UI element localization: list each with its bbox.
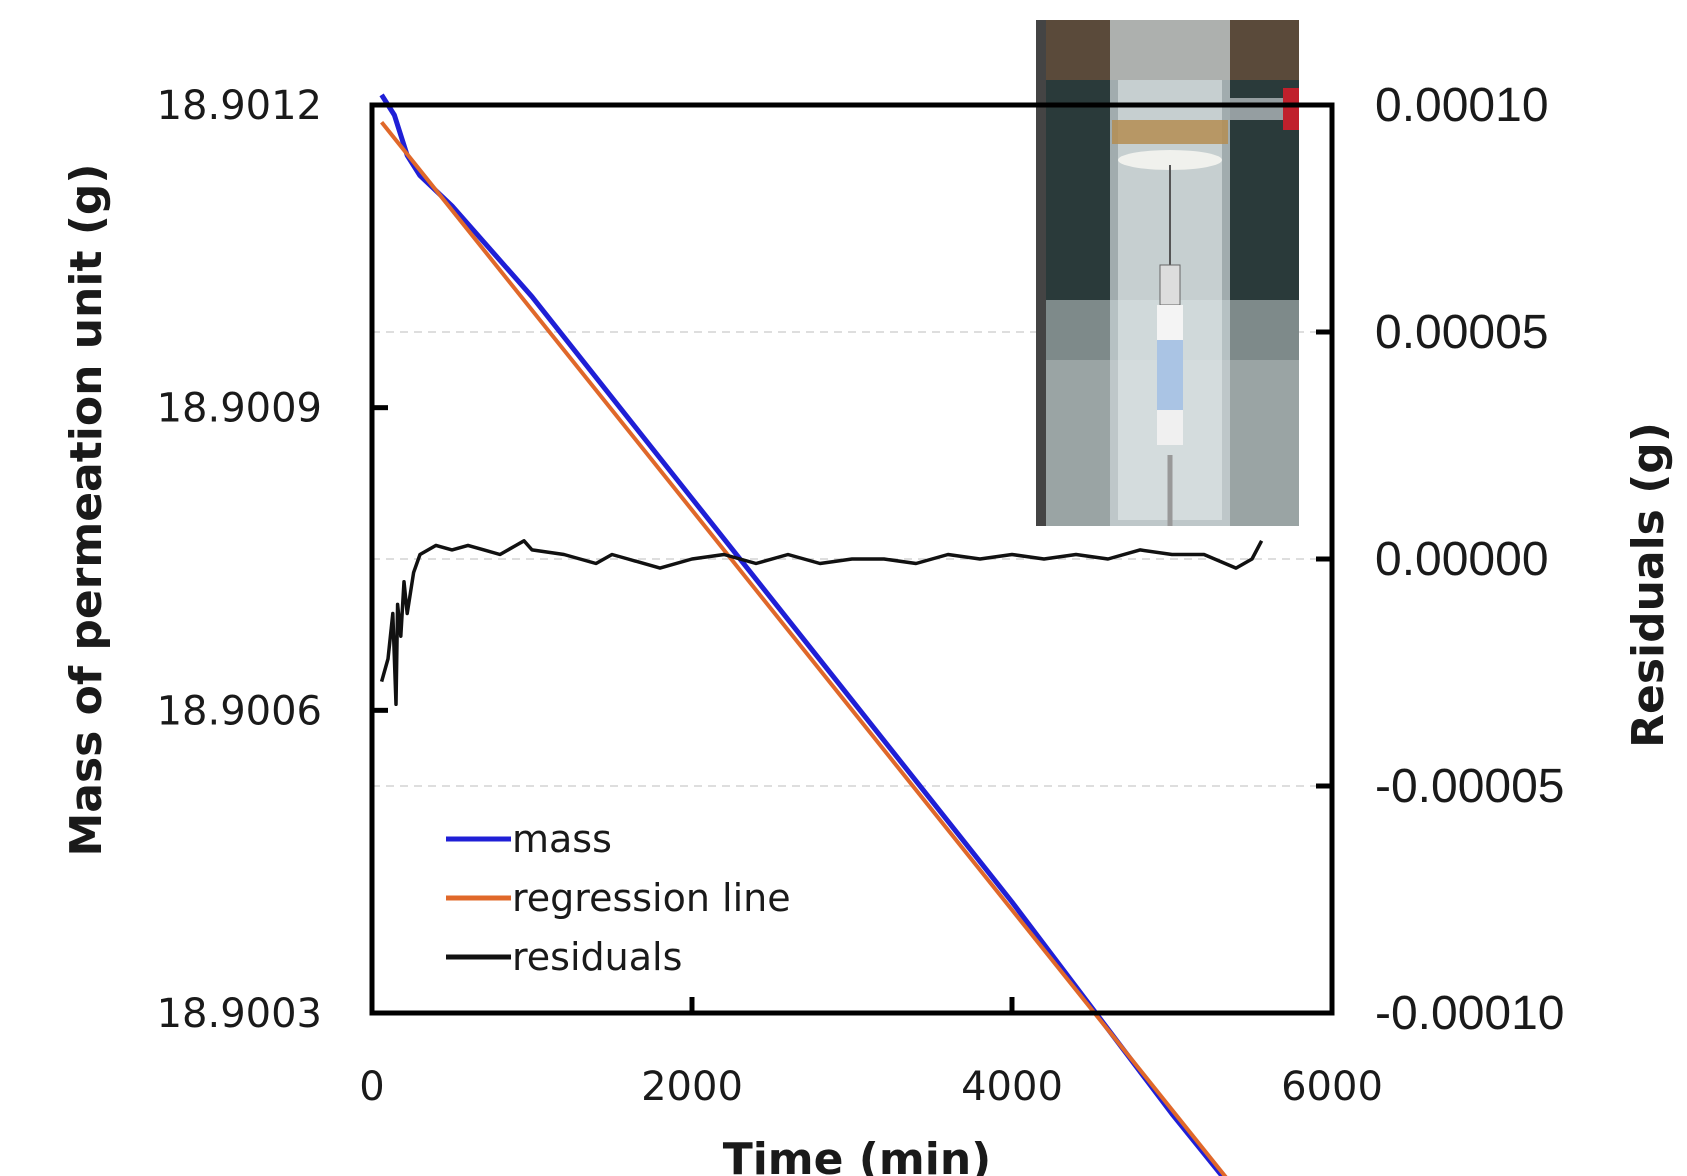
regression-line	[380, 120, 1228, 1176]
y2-tick-label: -0.00005	[1375, 760, 1565, 813]
y-tick-label: 18.9003	[157, 991, 322, 1037]
legend-label-residuals: residuals	[512, 935, 682, 979]
y-tick-label: 18.9012	[157, 83, 322, 129]
x-tick-label: 6000	[1281, 1064, 1383, 1110]
inset-photo	[1036, 20, 1299, 526]
series-layer	[379, 93, 1264, 1176]
mass-line	[379, 93, 1226, 1176]
y-tick-label: 18.9009	[157, 386, 322, 432]
y2-axis-title: Residuals (g)	[1623, 422, 1674, 748]
y-axis-title: Mass of permeation unit (g)	[61, 163, 112, 856]
y2-tick-label: -0.00010	[1375, 987, 1565, 1040]
y-tick-label: 18.9006	[157, 688, 322, 734]
y2-tick-label: 0.00010	[1375, 79, 1549, 132]
legend: mass regression line residuals	[446, 817, 791, 979]
x-tick-label: 0	[359, 1064, 384, 1110]
legend-label-regression: regression line	[512, 876, 791, 920]
x-tick-label: 4000	[961, 1064, 1063, 1110]
tick-labels: 18.9003 18.9006 18.9009 18.9012 -0.00010 -0.0…	[157, 79, 1565, 1110]
y2-tick-label: 0.00000	[1375, 533, 1549, 586]
legend-label-mass: mass	[512, 817, 612, 861]
x-axis-title: Time (min)	[723, 1134, 992, 1176]
x-tick-label: 2000	[641, 1064, 743, 1110]
residuals-line	[379, 539, 1264, 707]
y2-tick-label: 0.00005	[1375, 306, 1549, 359]
